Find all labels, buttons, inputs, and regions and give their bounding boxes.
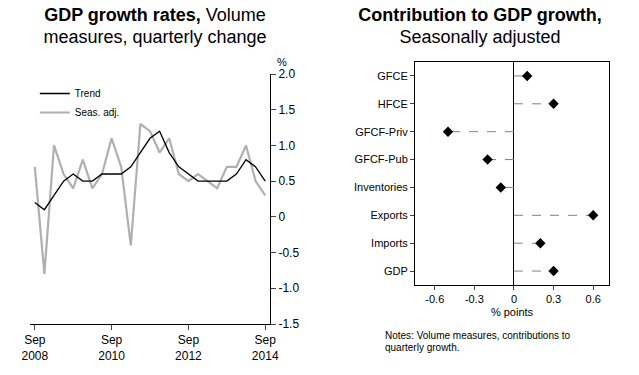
- svg-text:GFCE: GFCE: [377, 70, 408, 82]
- html-text:Contribution to GDP growth,: Contribution to GDP growth,: [358, 5, 602, 25]
- svg-text:GDP: GDP: [384, 265, 408, 277]
- svg-text:-0.3: -0.3: [465, 293, 484, 305]
- svg-text:1.5: 1.5: [278, 103, 295, 117]
- svg-text:0: 0: [278, 210, 285, 224]
- html-text:Notes: Volume measures, contri: Notes: Volume measures, contributions to…: [385, 330, 571, 353]
- svg-text:Exports: Exports: [371, 209, 409, 221]
- svg-text:2.0: 2.0: [278, 67, 295, 81]
- svg-text:-1.0: -1.0: [278, 281, 299, 295]
- svg-text:1.0: 1.0: [278, 139, 295, 153]
- svg-text:0.3: 0.3: [546, 293, 561, 305]
- html-text:GDP growth rates, Volume measu: GDP growth rates, Volume measures, quart…: [43, 5, 267, 47]
- svg-text:Seas. adj.: Seas. adj.: [75, 107, 119, 118]
- svg-text:HFCE: HFCE: [378, 98, 408, 110]
- svg-text:GFCF-Pub: GFCF-Pub: [355, 153, 408, 165]
- svg-text:% points: % points: [491, 306, 534, 318]
- svg-text:Sep2012: Sep2012: [175, 333, 202, 363]
- svg-text:Sep2014: Sep2014: [252, 333, 279, 363]
- svg-text:0.5: 0.5: [278, 174, 295, 188]
- svg-text:Sep2008: Sep2008: [21, 333, 48, 363]
- svg-text:0.6: 0.6: [586, 293, 601, 305]
- svg-text:GFCF-Priv: GFCF-Priv: [355, 126, 408, 138]
- svg-text:-1.5: -1.5: [278, 317, 299, 331]
- svg-text:Trend: Trend: [75, 88, 101, 99]
- svg-text:-0.5: -0.5: [278, 246, 299, 260]
- svg-text:%: %: [277, 56, 287, 68]
- svg-text:Inventories: Inventories: [354, 181, 408, 193]
- html-text:Seasonally adjusted: Seasonally adjusted: [399, 27, 561, 47]
- svg-text:-0.6: -0.6: [425, 293, 444, 305]
- svg-text:0: 0: [511, 293, 517, 305]
- svg-text:Imports: Imports: [371, 237, 408, 249]
- svg-text:Sep2010: Sep2010: [98, 333, 125, 363]
